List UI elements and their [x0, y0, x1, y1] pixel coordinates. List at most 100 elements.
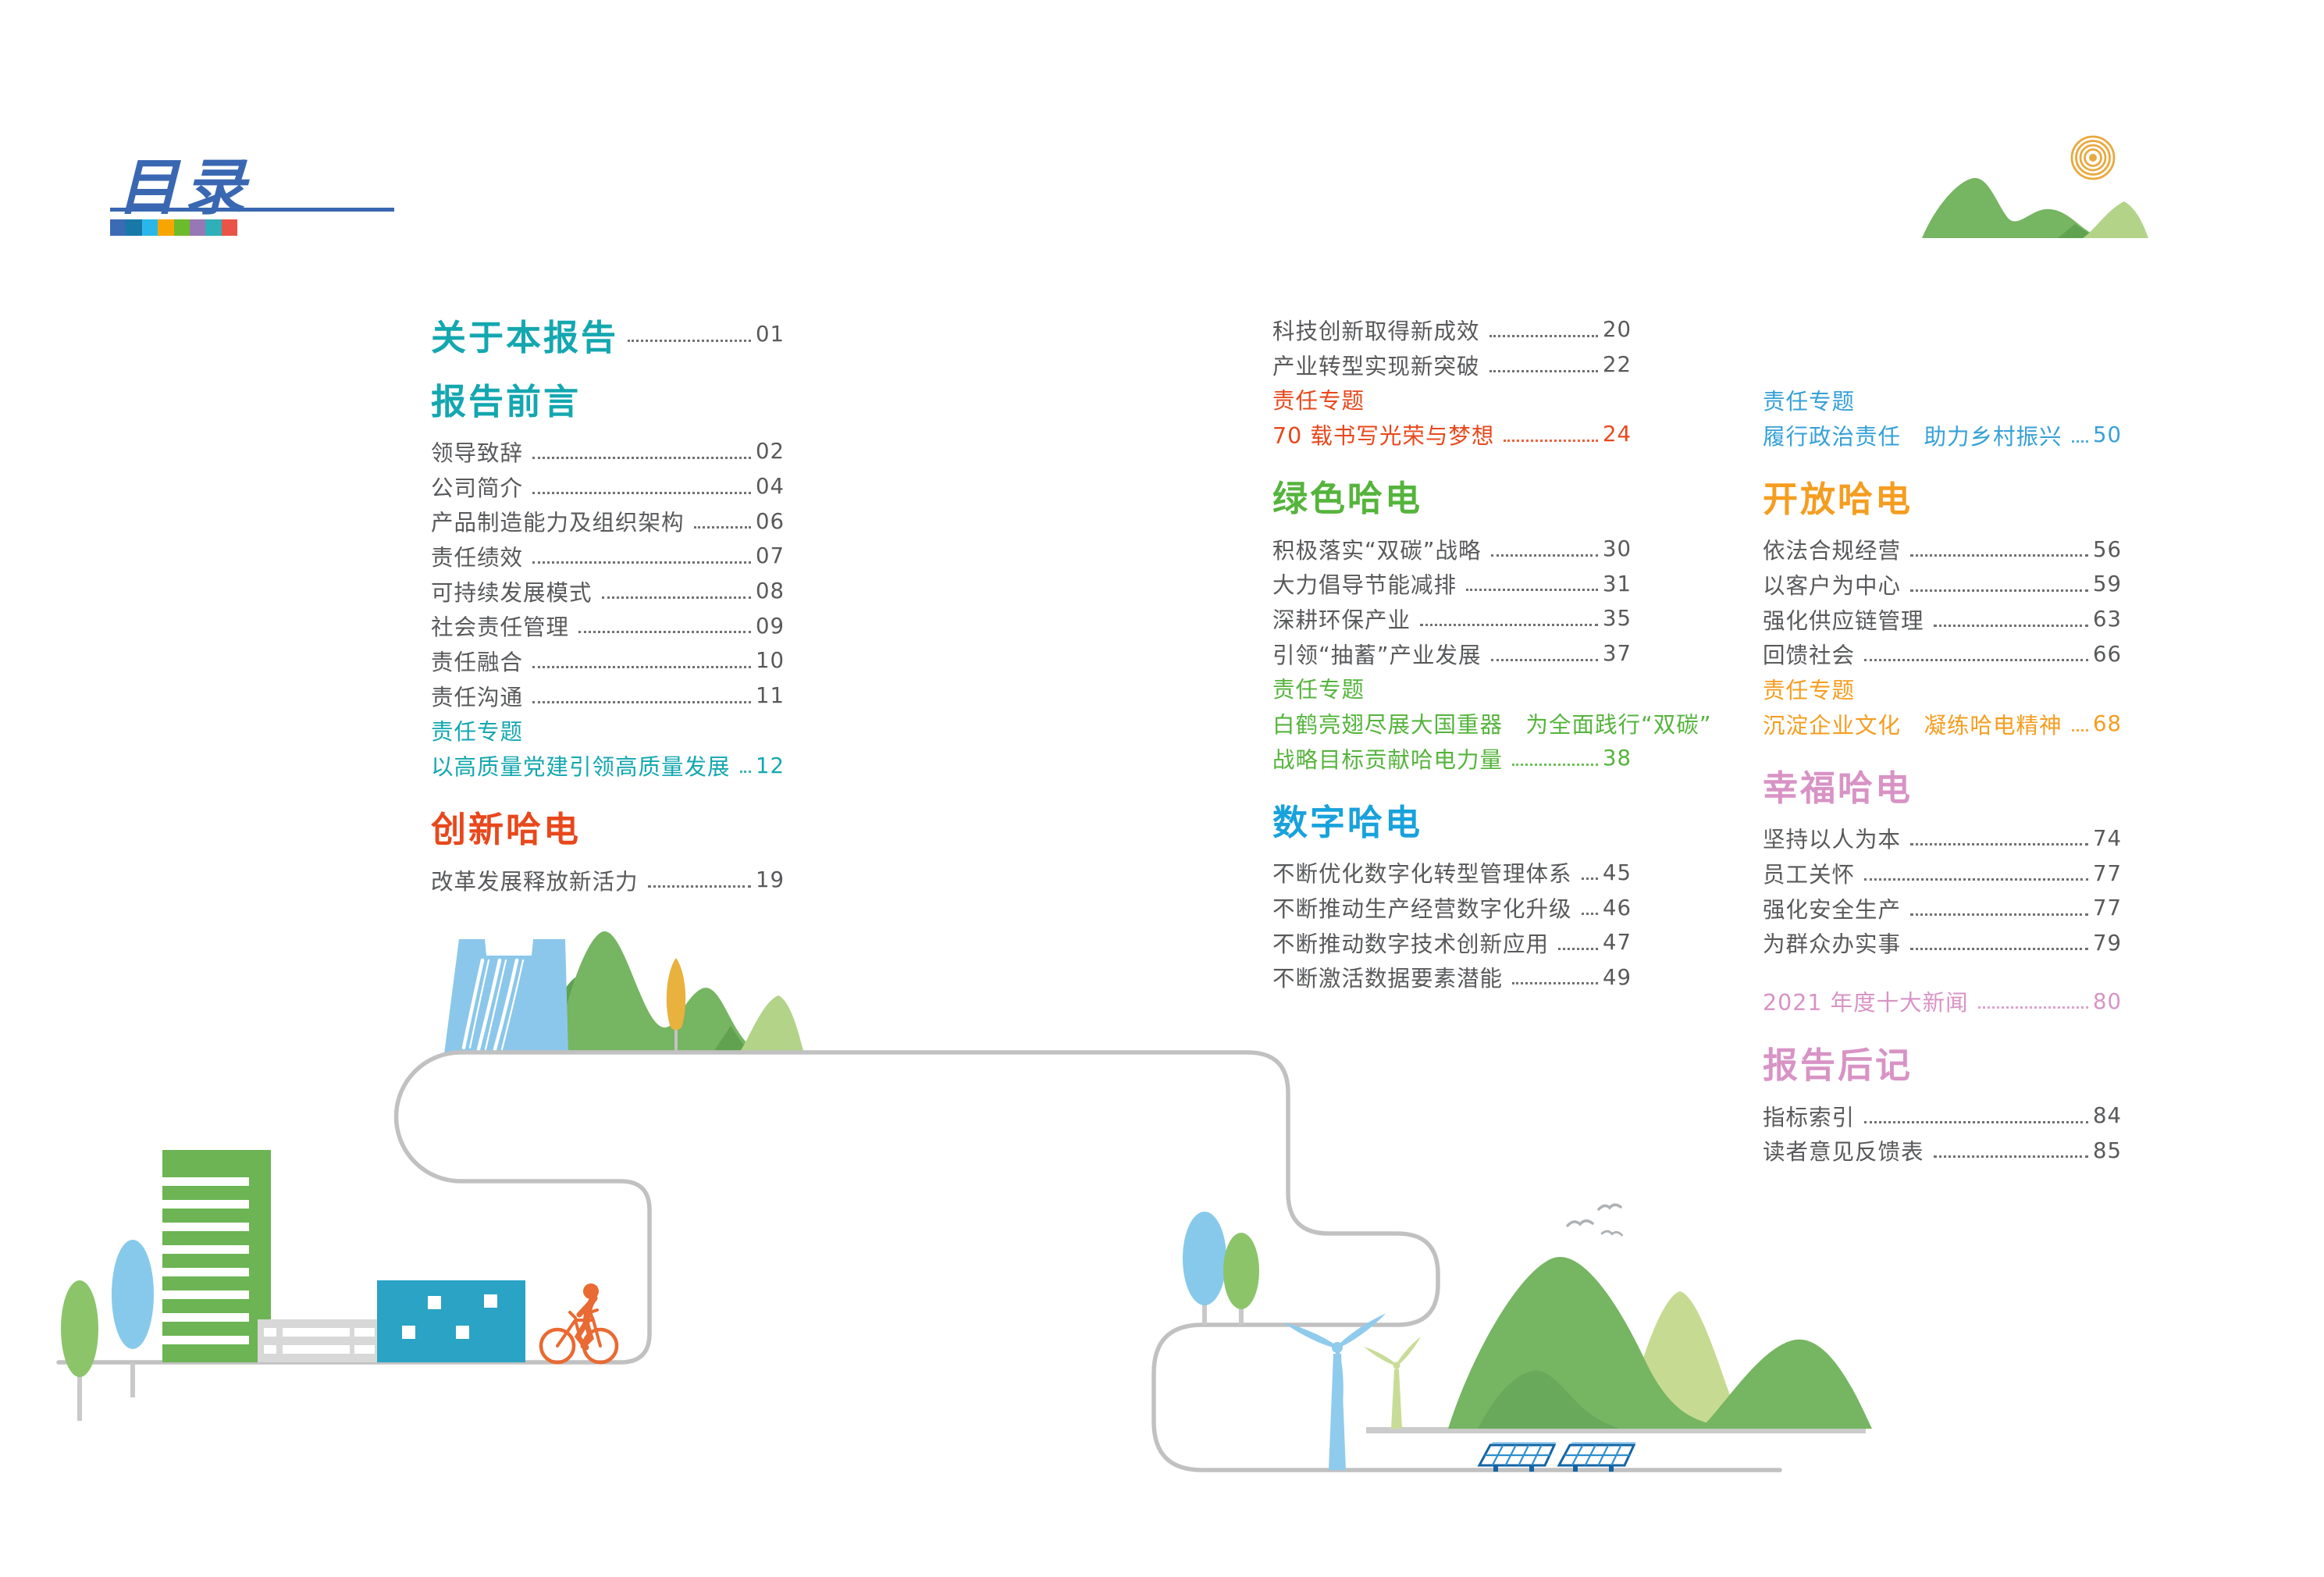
palette-square: [221, 219, 238, 236]
mountain-shape: [556, 931, 759, 1054]
toc-entry[interactable]: 战略目标贡献哈电力量 38: [1272, 741, 1632, 776]
toc-entry-page: 77: [2093, 895, 2122, 921]
toc-entry-label: 公司简介: [431, 475, 524, 501]
dot-leader: [578, 631, 751, 634]
toc-entry-page: 66: [2093, 641, 2122, 667]
dot-leader: [1933, 1155, 2088, 1159]
toc-entry[interactable]: 强化供应链管理 63: [1763, 602, 2122, 637]
toc-entry-label: 指标索引: [1763, 1104, 1856, 1130]
toc-entry-label: 改革发展释放新活力: [431, 868, 639, 895]
dot-leader: [532, 456, 751, 459]
toc-entry[interactable]: 可持续发展模式 08: [431, 574, 785, 609]
toc-entry-label: 不断激活数据要素潜能: [1272, 966, 1504, 992]
dot-leader: [1864, 878, 2088, 881]
toc-entry-label: 为群众办实事: [1763, 931, 1902, 958]
sun-icon: [2070, 135, 2116, 180]
dot-leader: [1864, 1120, 2088, 1123]
toc-entry-label: 不断推动数字技术创新应用: [1272, 931, 1550, 957]
wind-turbine-icon: [1364, 1337, 1421, 1429]
toc-entry-page: 74: [2093, 825, 2122, 851]
solar-panel-icon: [1477, 1442, 1557, 1472]
dot-leader: [1864, 659, 2088, 662]
toc-entry-page: 50: [2093, 422, 2122, 448]
toc-entry-label: 积极落实“双碳”战略: [1272, 537, 1482, 564]
toc-entry[interactable]: 责任沟通 11: [431, 678, 785, 714]
dot-leader: [1489, 334, 1598, 337]
dot-leader: [1490, 658, 1598, 661]
toc-entry-page: 47: [1603, 930, 1632, 956]
toc-entry[interactable]: 领导致辞 02: [431, 434, 785, 469]
toc-entry-page: 35: [1603, 606, 1632, 632]
toc-entry[interactable]: 公司简介 04: [431, 469, 785, 504]
toc-entry[interactable]: 为群众办实事 79: [1763, 926, 2122, 961]
toc-entry[interactable]: 2021 年度十大新闻 80: [1763, 984, 2122, 1019]
toc-entry[interactable]: 不断优化数字化转型管理体系 45: [1272, 856, 1632, 891]
toc-entry[interactable]: 回馈社会 66: [1763, 636, 2122, 671]
toc-entry-page: 56: [2093, 536, 2122, 562]
toc-section-heading: 绿色哈电: [1272, 475, 1632, 519]
toc-entry[interactable]: 不断推动数字技术创新应用 47: [1272, 925, 1632, 960]
toc-entry[interactable]: 改革发展释放新活力 19: [431, 863, 785, 898]
toc-entry-label: 责任专题: [1272, 388, 1365, 415]
dam-mountains-illustration: [444, 931, 804, 1054]
mountain-shape-light: [738, 995, 804, 1054]
toc-entry[interactable]: 产业转型实现新突破 22: [1272, 347, 1632, 383]
waterfall-lines: [461, 958, 525, 1052]
toc-entry-label: 强化供应链管理: [1763, 607, 1924, 634]
toc-section-heading: 创新哈电: [431, 806, 785, 850]
toc-entry[interactable]: 积极落实“双碳”战略 30: [1272, 532, 1632, 567]
toc-entry[interactable]: 不断激活数据要素潜能 49: [1272, 960, 1632, 995]
mountain-shape-light: [2083, 201, 2148, 238]
toc-entry[interactable]: 引领“抽蓄”产业发展 37: [1272, 636, 1632, 671]
toc-entry[interactable]: 沉淀企业文化 凝练哈电精神 68: [1763, 707, 2122, 742]
toc-entry-label: 以高质量党建引领高质量发展: [431, 754, 731, 781]
toc-entry-page: 08: [756, 578, 785, 604]
toc-entry-page: 79: [2093, 930, 2122, 956]
toc-entry-label: 产业转型实现新突破: [1272, 353, 1480, 379]
toc-entry[interactable]: 员工关怀 77: [1763, 856, 2122, 891]
mountain-shape: [1922, 177, 2102, 238]
toc-entry-label: 责任专题: [1763, 388, 1856, 415]
palette-square: [141, 219, 158, 236]
toc-entry-label: 大力倡导节能减排: [1272, 572, 1457, 599]
toc-entry-page: 59: [2093, 571, 2122, 597]
toc-entry[interactable]: 科技创新取得新成效 20: [1272, 312, 1632, 347]
toc-entry[interactable]: 不断推动生产经营数字化升级 46: [1272, 890, 1632, 925]
toc-section-heading: 数字哈电: [1272, 799, 1632, 843]
toc-entry[interactable]: 责任绩效 07: [431, 539, 785, 574]
toc-entry-label: 责任专题: [1272, 677, 1365, 703]
toc-entry[interactable]: 以高质量党建引领高质量发展 12: [431, 748, 785, 783]
toc-entry[interactable]: 以客户为中心 59: [1763, 567, 2122, 602]
toc-entry[interactable]: 深耕环保产业 35: [1272, 601, 1632, 636]
toc-entry[interactable]: 产品制造能力及组织架构 06: [431, 504, 785, 539]
toc-entry[interactable]: 坚持以人为本 74: [1763, 821, 2122, 856]
toc-entry-page: 63: [2093, 607, 2122, 632]
toc-entry-page: 07: [756, 543, 785, 569]
toc-entry-label: 坚持以人为本: [1763, 827, 1902, 853]
toc-entry[interactable]: 指标索引 84: [1763, 1098, 2122, 1134]
roadside-trees-illustration: [1183, 1212, 1259, 1325]
birds-icon: [1566, 1203, 1624, 1237]
toc-entry[interactable]: 70 载书写光荣与梦想 24: [1272, 417, 1632, 452]
energy-scene-illustration: [1283, 1203, 1872, 1472]
toc-entry[interactable]: 依法合规经营 56: [1763, 532, 2122, 567]
tower-window-stripes: [162, 1163, 249, 1355]
toc-entry[interactable]: 读者意见反馈表 85: [1763, 1134, 2122, 1169]
title-underline: [110, 208, 394, 212]
toc-entry[interactable]: 履行政治责任 助力乡村振兴 50: [1763, 418, 2122, 453]
toc-entry[interactable]: 责任融合 10: [431, 643, 785, 678]
toc-section-heading[interactable]: 关于本报告 01: [431, 314, 785, 358]
toc-section-heading: 幸福哈电: [1763, 765, 2122, 809]
city-illustration: [61, 1150, 619, 1421]
toc-entry-label: 沉淀企业文化 凝练哈电精神: [1763, 712, 2062, 739]
toc-entry-label: 关于本报告: [431, 316, 619, 358]
toc-entry[interactable]: 强化安全生产 77: [1763, 891, 2122, 926]
toc-entry-label: 引领“抽蓄”产业发展: [1272, 642, 1482, 668]
dot-leader: [1512, 982, 1598, 985]
toc-entry[interactable]: 社会责任管理 09: [431, 608, 785, 643]
dot-leader: [2071, 440, 2088, 443]
toc-entry[interactable]: 大力倡导节能减排 31: [1272, 566, 1632, 601]
solar-panel-icon: [1557, 1442, 1636, 1472]
